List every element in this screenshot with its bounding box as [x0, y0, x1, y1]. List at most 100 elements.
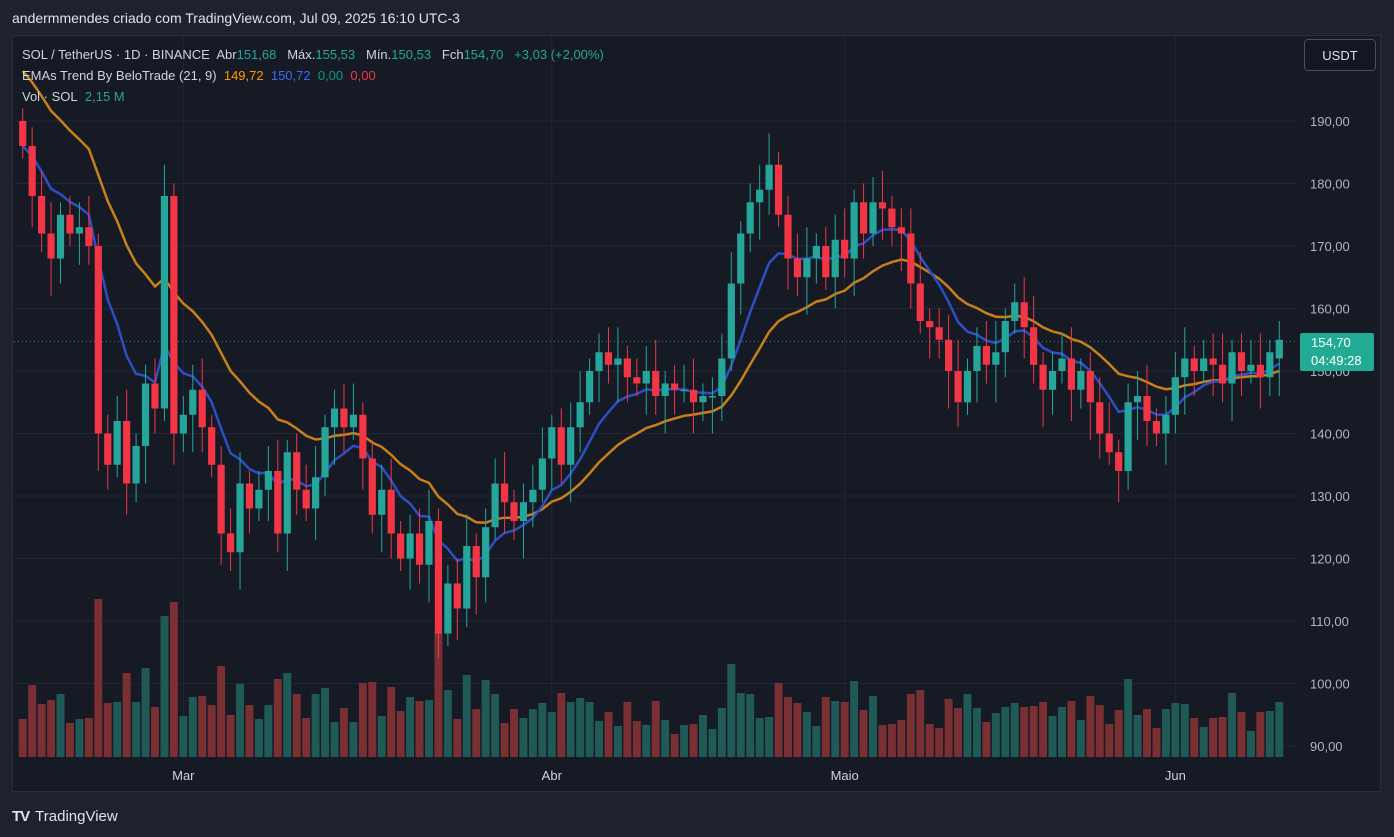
candle-body	[1266, 352, 1274, 378]
candle-body	[123, 421, 131, 484]
candle-body	[500, 483, 509, 503]
ema-slow-line	[21, 70, 1280, 525]
candle-body	[567, 427, 575, 465]
volume-bar	[869, 696, 877, 757]
volume-bar	[368, 682, 377, 757]
volume-bar	[311, 694, 320, 757]
volume-bar	[821, 697, 830, 757]
volume-bar	[1029, 706, 1038, 757]
candle-body	[812, 246, 820, 259]
candle-body	[482, 527, 490, 578]
y-tick-label: 120,00	[1310, 552, 1350, 567]
volume-bar	[802, 712, 811, 757]
chart-legend: SOL / TetherUS · 1D · BINANCE Abr151,68 …	[22, 44, 604, 107]
candle-body	[746, 202, 754, 234]
volume-bar	[217, 666, 226, 757]
candle-body	[425, 521, 433, 565]
candle-body	[1001, 321, 1009, 353]
candle-body	[321, 427, 329, 478]
volume-bar	[717, 708, 726, 757]
volume-bar	[198, 696, 207, 757]
candle-body	[935, 327, 943, 340]
candle-body	[1228, 352, 1236, 384]
volume-bar	[151, 707, 159, 757]
volume-bar	[708, 729, 717, 757]
candle-body	[434, 521, 443, 634]
candle-body	[680, 389, 688, 392]
volume-bar	[1086, 696, 1095, 757]
volume-bar	[736, 693, 745, 757]
candle-body	[859, 202, 868, 234]
volume-bar	[330, 722, 339, 757]
volume-bar	[916, 690, 925, 757]
candle-body	[1077, 371, 1085, 390]
volume-bar	[670, 734, 679, 757]
candle-body	[1190, 358, 1198, 371]
candle-body	[784, 214, 792, 259]
volume-bar	[481, 680, 490, 757]
candle-body	[151, 383, 159, 409]
candle-body	[652, 371, 660, 396]
candle-body	[47, 233, 55, 259]
candle-body	[708, 396, 717, 398]
candle-body	[765, 164, 773, 190]
currency-button[interactable]: USDT	[1304, 39, 1376, 71]
candle-body	[141, 383, 150, 446]
volume-bar	[1114, 710, 1123, 757]
candle-body	[236, 483, 244, 553]
x-tick-label: Abr	[542, 768, 563, 783]
legend-volume-name[interactable]: Vol · SOL	[22, 89, 78, 104]
volume-bar	[1275, 702, 1284, 757]
candle-body	[368, 458, 376, 515]
volume-bar	[689, 724, 698, 757]
volume-bar	[207, 705, 216, 757]
candle-body	[519, 502, 528, 521]
legend-ema-name[interactable]: EMAs Trend By BeloTrade (21, 9)	[22, 68, 217, 83]
legend-symbol[interactable]: SOL / TetherUS · 1D · BINANCE	[22, 47, 210, 62]
volume-bar	[387, 687, 396, 757]
volume-bar	[1020, 707, 1029, 757]
volume-bar	[377, 716, 386, 757]
volume-bar	[840, 702, 849, 757]
candle-body	[1247, 364, 1255, 371]
candle-body	[387, 489, 395, 534]
candle-body	[642, 371, 650, 384]
candle-body	[699, 396, 707, 403]
candle-body	[1275, 339, 1283, 359]
volume-bar	[425, 700, 433, 757]
candle-body	[576, 402, 584, 428]
y-tick-label: 100,00	[1310, 677, 1350, 692]
candle-body	[66, 214, 74, 234]
volume-bar	[443, 690, 452, 757]
volume-bar	[188, 697, 197, 757]
volume-bar	[510, 709, 518, 757]
candle-body	[973, 346, 981, 371]
candle-body	[916, 283, 924, 321]
candle-body	[897, 227, 905, 234]
legend-ema-value-3: 0,00	[317, 68, 344, 83]
volume-bar	[1256, 712, 1265, 757]
volume-bar	[765, 717, 774, 757]
volume-bar	[1246, 731, 1255, 757]
volume-bar	[1058, 707, 1066, 757]
tradingview-brand[interactable]: TradingView	[35, 807, 118, 825]
volume-bar	[680, 725, 689, 757]
legend-close-value: 154,70	[463, 47, 504, 62]
volume-bar	[1095, 705, 1104, 757]
volume-bar	[784, 697, 792, 757]
volume-bar	[1161, 709, 1170, 757]
volume-bar	[141, 668, 150, 757]
volume-bar	[1048, 716, 1057, 757]
volume-bar	[28, 685, 37, 757]
candle-body	[850, 202, 858, 259]
volume-bar	[698, 715, 707, 757]
candle-body	[472, 546, 480, 578]
volume-bar	[812, 726, 821, 757]
volume-bar	[273, 679, 282, 757]
volume-bar	[991, 713, 1000, 757]
y-tick-label: 160,00	[1310, 302, 1350, 317]
tradingview-logo-icon[interactable]: TV	[12, 807, 30, 825]
candle-body	[1086, 371, 1094, 403]
volume-bar	[1209, 718, 1218, 757]
